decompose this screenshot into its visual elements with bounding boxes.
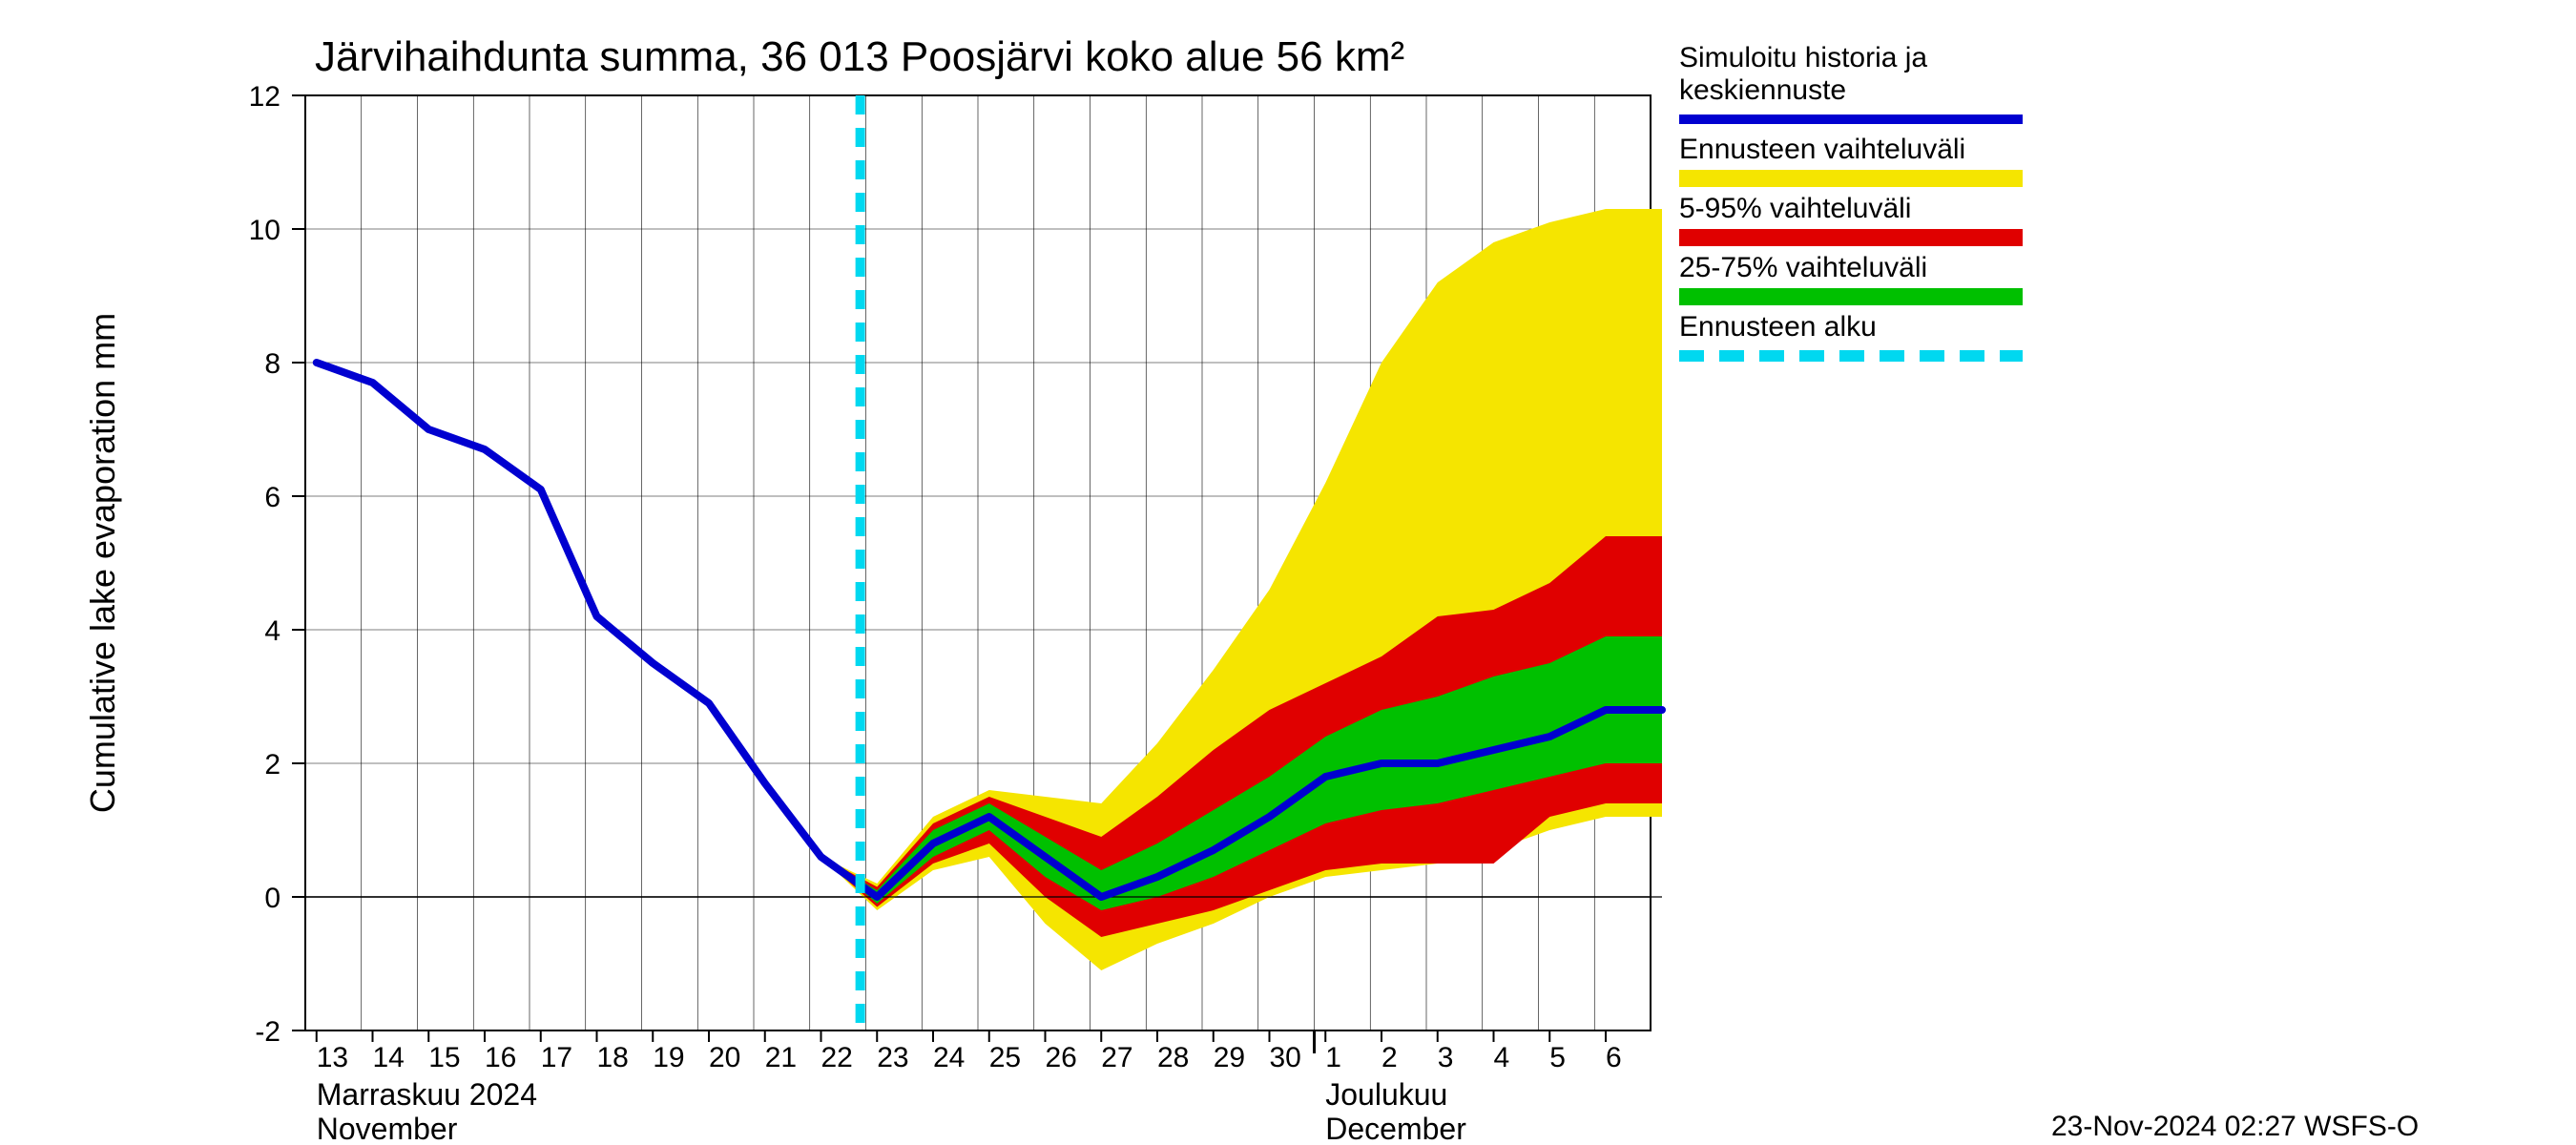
legend-swatch	[1679, 229, 2023, 246]
xtick-label: 3	[1438, 1042, 1454, 1073]
xtick-label: 17	[541, 1042, 572, 1073]
month-label: Joulukuu	[1325, 1077, 1447, 1112]
month-label: December	[1325, 1112, 1466, 1145]
uncertainty-bands	[317, 209, 1662, 970]
xtick-label: 2	[1381, 1042, 1398, 1073]
xtick-label: 13	[317, 1042, 348, 1073]
xtick-label: 18	[597, 1042, 629, 1073]
legend-label: keskiennuste	[1679, 74, 1846, 106]
xtick-label: 16	[485, 1042, 516, 1073]
legend-label: Simuloitu historia ja	[1679, 42, 1927, 73]
chart-svg: -202468101213141516171819202122232425262…	[0, 0, 2576, 1145]
legend-swatch	[1679, 170, 2023, 187]
xtick-label: 26	[1046, 1042, 1077, 1073]
legend-label: 5-95% vaihteluväli	[1679, 193, 1911, 224]
legend-label: 25-75% vaihteluväli	[1679, 252, 1927, 283]
xtick-label: 30	[1270, 1042, 1301, 1073]
xtick-label: 28	[1157, 1042, 1189, 1073]
ytick-label: 12	[249, 81, 280, 113]
xtick-label: 14	[373, 1042, 405, 1073]
ytick-label: 0	[264, 883, 280, 914]
xtick-label: 22	[821, 1042, 853, 1073]
xtick-label: 24	[933, 1042, 965, 1073]
ytick-label: 2	[264, 749, 280, 781]
xtick-label: 4	[1494, 1042, 1510, 1073]
month-label: November	[317, 1112, 458, 1145]
ytick-label: 10	[249, 215, 280, 246]
xtick-label: 20	[709, 1042, 740, 1073]
legend: Simuloitu historia jakeskiennuste Ennuste…	[1679, 42, 2023, 356]
legend-label: Ennusteen alku	[1679, 311, 1877, 343]
xtick-label: 1	[1325, 1042, 1341, 1073]
xtick-label: 19	[653, 1042, 684, 1073]
xtick-label: 5	[1549, 1042, 1566, 1073]
xtick-label: 27	[1101, 1042, 1132, 1073]
xtick-label: 15	[428, 1042, 460, 1073]
ytick-label: 6	[264, 482, 280, 513]
ytick-label: 8	[264, 348, 280, 380]
xtick-label: 25	[989, 1042, 1021, 1073]
xtick-label: 29	[1214, 1042, 1245, 1073]
xtick-label: 21	[765, 1042, 797, 1073]
footer-timestamp: 23-Nov-2024 02:27 WSFS-O	[2051, 1111, 2419, 1142]
ytick-label: 4	[264, 615, 280, 647]
xtick-label: 23	[877, 1042, 908, 1073]
y-axis-label: Cumulative lake evaporation mm	[83, 313, 122, 813]
legend-label: Ennusteen vaihteluväli	[1679, 134, 1965, 165]
chart-container: -202468101213141516171819202122232425262…	[0, 0, 2576, 1145]
month-label: Marraskuu 2024	[317, 1077, 537, 1112]
chart-title: Järvihaihdunta summa, 36 013 Poosjärvi k…	[315, 33, 1404, 80]
legend-swatch	[1679, 288, 2023, 305]
ytick-label: -2	[255, 1016, 280, 1048]
xtick-label: 6	[1606, 1042, 1622, 1073]
